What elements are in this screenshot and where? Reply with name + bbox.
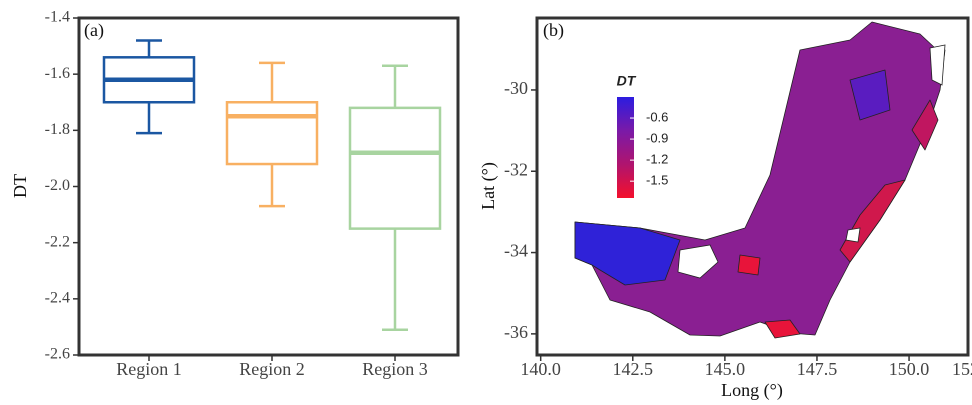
map-hole bbox=[845, 227, 861, 243]
y-tick-label: -36 bbox=[504, 322, 528, 342]
plot-frame-a bbox=[77, 16, 460, 357]
map-region bbox=[911, 99, 939, 151]
x-tick-label: Region 3 bbox=[362, 359, 428, 379]
y-tick-label: -1.6 bbox=[45, 65, 70, 82]
map-hole bbox=[677, 244, 719, 279]
y-tick-label: -34 bbox=[504, 241, 528, 261]
y-axis-label: Lat (°) bbox=[478, 162, 499, 210]
box-group bbox=[348, 64, 442, 331]
y-axis-label: DT bbox=[10, 174, 30, 198]
y-tick-label: -2.2 bbox=[45, 233, 70, 250]
y-tick-label: -2.6 bbox=[45, 346, 70, 363]
x-tick-label: 150.0 bbox=[889, 359, 930, 379]
x-tick-label: Region 2 bbox=[239, 359, 305, 379]
y-tick-label: -32 bbox=[504, 159, 528, 179]
x-tick-label: 145.0 bbox=[705, 359, 746, 379]
y-tick-label: -1.8 bbox=[45, 121, 70, 138]
y-tick-label: -2.4 bbox=[45, 290, 70, 307]
map-region bbox=[764, 319, 801, 339]
colorbar-tick-label: -0.9 bbox=[646, 131, 668, 146]
colorbar-tick-label: -0.6 bbox=[646, 109, 668, 124]
y-tick-label: -2.0 bbox=[45, 177, 70, 194]
box bbox=[348, 106, 442, 230]
colorbar-tick-label: -1.5 bbox=[646, 173, 668, 188]
x-tick-label: Region 1 bbox=[116, 359, 182, 379]
x-tick-label: 152 bbox=[952, 359, 972, 379]
plot-frame-b bbox=[535, 16, 970, 357]
map-region bbox=[849, 69, 891, 121]
x-axis-label: Long (°) bbox=[721, 380, 783, 401]
colorbar bbox=[617, 97, 634, 198]
colorbar-tick-label: -1.2 bbox=[646, 152, 668, 167]
x-tick-label: 142.5 bbox=[613, 359, 654, 379]
map-region bbox=[574, 221, 681, 286]
box-group bbox=[225, 61, 319, 208]
x-tick-label: 140.0 bbox=[520, 359, 561, 379]
map-region bbox=[737, 254, 761, 276]
colorbar-title: DT bbox=[617, 73, 637, 89]
box-group bbox=[102, 39, 196, 135]
map bbox=[574, 21, 946, 339]
y-tick-label: -30 bbox=[504, 78, 528, 98]
panel-label: (b) bbox=[543, 20, 564, 41]
map-hole bbox=[929, 44, 946, 86]
panel-label: (a) bbox=[84, 20, 104, 41]
box bbox=[225, 101, 319, 166]
x-tick-label: 147.5 bbox=[797, 359, 838, 379]
y-tick-label: -1.4 bbox=[45, 9, 70, 26]
